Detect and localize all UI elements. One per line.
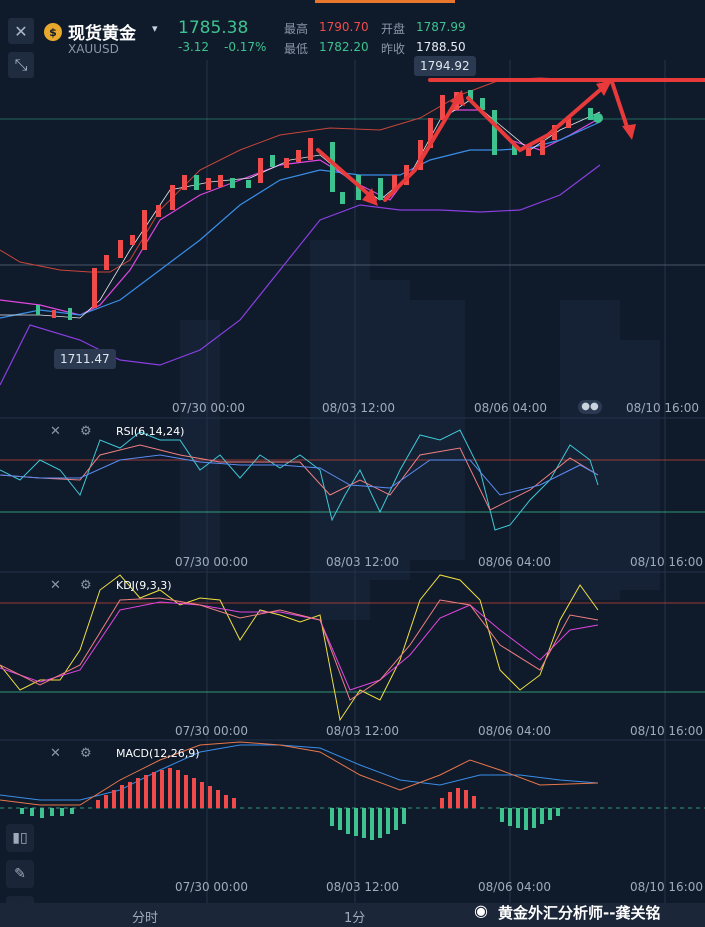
time-label: 07/30 00:00: [175, 724, 248, 738]
time-label: 08/10 16:00: [630, 880, 703, 894]
time-label: 08/03 12:00: [326, 880, 399, 894]
macd-title: MACD(12,26,9): [116, 747, 200, 760]
time-label: 08/10 16:00: [626, 401, 699, 415]
settings-gear-icon[interactable]: ⚙: [80, 746, 92, 761]
prev-close-label: 昨收: [381, 42, 406, 56]
kdj-title: KDJ(9,3,3): [116, 579, 172, 592]
tab-1min[interactable]: 1分: [344, 911, 366, 926]
open-value: 1787.99: [416, 20, 466, 34]
open-label: 开盘: [381, 22, 406, 36]
settings-gear-icon[interactable]: ⚙: [80, 578, 92, 593]
period-tab-bar: 分时 1分: [0, 903, 705, 927]
collapse-arrows-icon[interactable]: ⤡: [8, 52, 34, 78]
instrument-name[interactable]: 现货黄金: [68, 24, 136, 44]
close-icon[interactable]: ✕: [50, 746, 61, 761]
low-label: 最低: [284, 42, 309, 56]
high-value: 1790.70: [319, 20, 369, 34]
last-price: 1785.38: [178, 18, 249, 38]
time-label: 08/06 04:00: [478, 724, 551, 738]
time-label: 07/30 00:00: [172, 401, 245, 415]
pencil-icon[interactable]: ✎: [6, 860, 34, 888]
time-label: 08/10 16:00: [630, 555, 703, 569]
active-tab-indicator: [315, 0, 455, 3]
prev-close-value: 1788.50: [416, 40, 466, 54]
candlestick-icon[interactable]: ▮▯: [6, 824, 34, 852]
close-icon[interactable]: ✕: [50, 578, 61, 593]
time-label: 08/03 12:00: [326, 555, 399, 569]
tab-timeshare[interactable]: 分时: [132, 911, 159, 926]
price-change: -3.12: [178, 40, 210, 54]
time-label: 07/30 00:00: [175, 555, 248, 569]
weibo-icon: ◉: [474, 901, 488, 920]
max-price-tag: 1794.92: [414, 56, 476, 76]
time-label: 07/30 00:00: [175, 880, 248, 894]
overlay-toggle-icon[interactable]: ●●: [578, 400, 602, 414]
instrument-symbol: XAUUSD: [68, 42, 119, 56]
rsi-title: RSI(6,14,24): [116, 425, 185, 438]
price-change-pct: -0.17%: [224, 40, 267, 54]
time-label: 08/06 04:00: [474, 401, 547, 415]
close-icon[interactable]: ✕: [50, 424, 61, 439]
settings-gear-icon[interactable]: ⚙: [80, 424, 92, 439]
close-icon[interactable]: ✕: [8, 18, 34, 44]
low-value: 1782.20: [319, 40, 369, 54]
time-label: 08/03 12:00: [322, 401, 395, 415]
time-label: 08/10 16:00: [630, 724, 703, 738]
high-label: 最高: [284, 22, 309, 36]
chevron-down-icon[interactable]: ▾: [152, 22, 158, 35]
time-label: 08/06 04:00: [478, 880, 551, 894]
time-label: 08/03 12:00: [326, 724, 399, 738]
time-label: 08/06 04:00: [478, 555, 551, 569]
watermark-text: 黄金外汇分析师--龚关铭: [498, 904, 661, 922]
min-price-tag: 1711.47: [54, 349, 116, 369]
gold-coin-icon: $: [44, 23, 62, 41]
quote-header: ✕ ⤡ $ 现货黄金 ▾ XAUUSD 1785.38 -3.12 -0.17%…: [0, 0, 705, 78]
chart-canvas[interactable]: [0, 60, 705, 903]
